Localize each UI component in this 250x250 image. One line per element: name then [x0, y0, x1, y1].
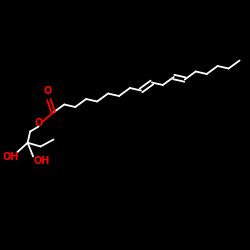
Text: OH: OH	[34, 156, 50, 166]
Text: O: O	[34, 118, 43, 128]
Text: OH: OH	[2, 152, 18, 162]
Text: O: O	[44, 86, 52, 97]
